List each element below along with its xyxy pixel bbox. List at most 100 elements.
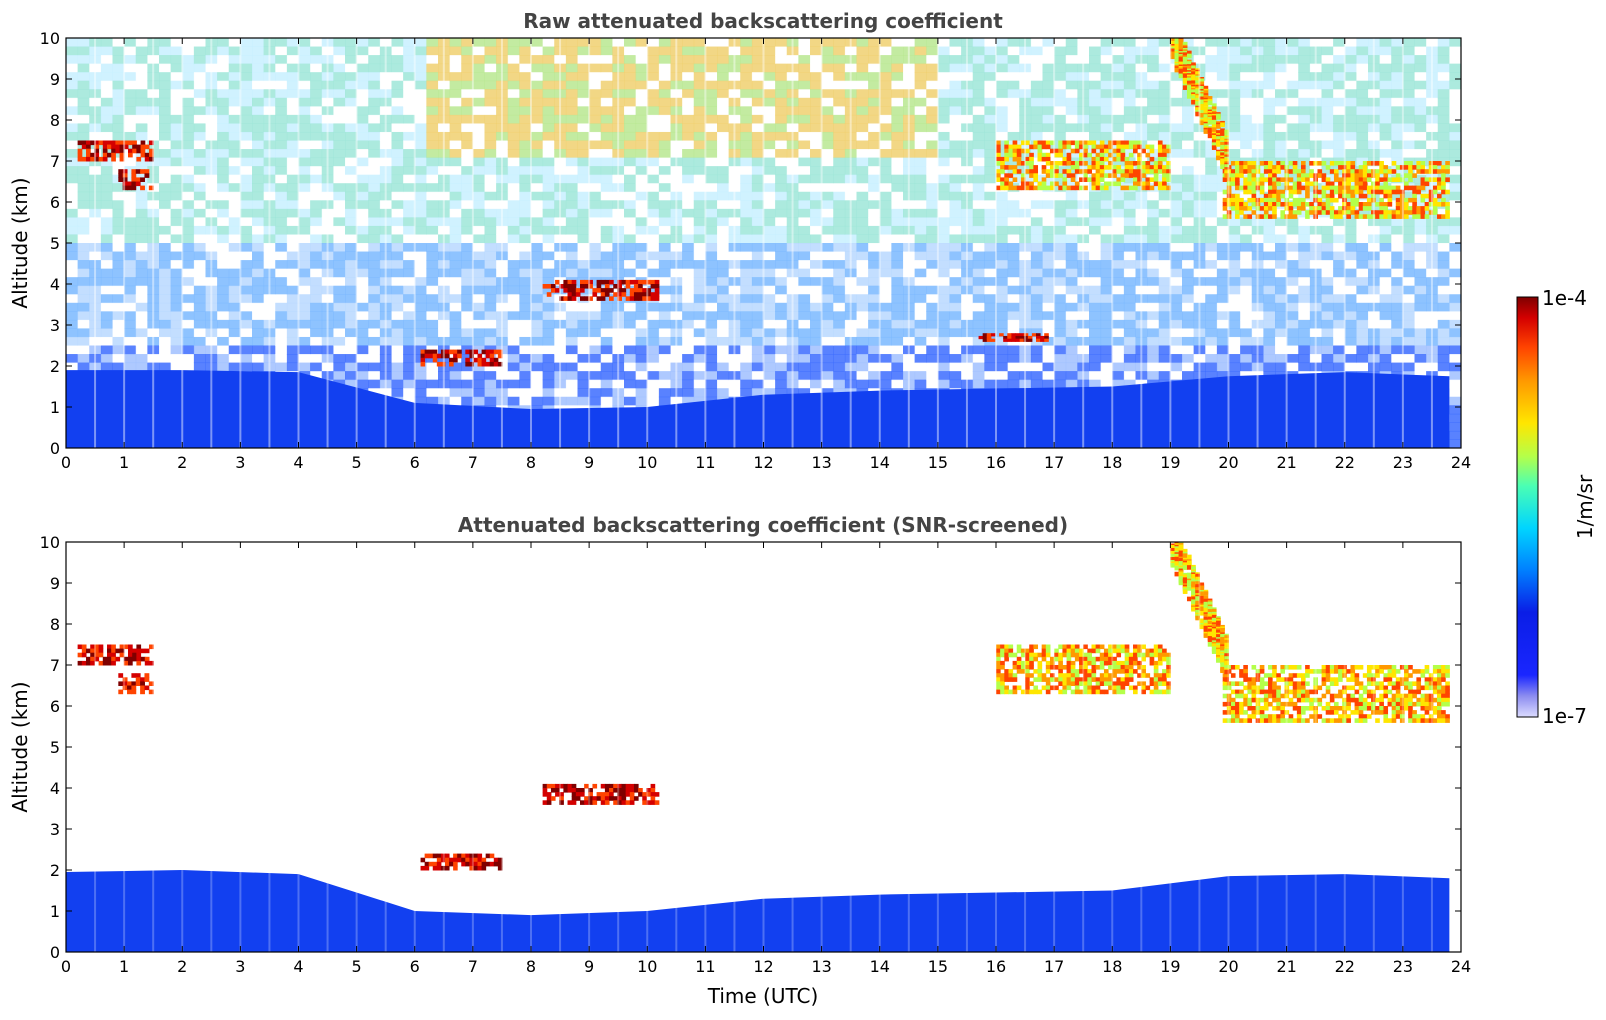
noise-cell [577,396,590,406]
noise-cell [705,379,718,389]
noise-cell [635,388,648,398]
noise-cell [170,260,183,270]
noise-cell [786,302,799,312]
noise-cell [66,260,79,270]
noise-cell [879,55,892,65]
noise-cell [798,277,811,287]
noise-cell [1228,106,1241,116]
noise-cell [124,285,137,295]
noise-cell [507,200,520,210]
noise-cell [786,106,799,116]
noise-cell [1182,328,1195,338]
noise-cell [554,149,567,159]
noise-cell [1205,285,1218,295]
noise-cell [1147,55,1160,65]
noise-cell [182,277,195,287]
noise-cell [682,362,695,372]
noise-cell [228,46,241,56]
noise-cell [693,362,706,372]
noise-cell [519,72,532,82]
noise-cell [124,72,137,82]
noise-cell [170,311,183,321]
noise-cell [77,131,90,141]
noise-cell [786,55,799,65]
noise-cell [1240,63,1253,73]
noise-cell [496,268,509,278]
noise-cell [775,123,788,133]
noise-cell [1100,362,1113,372]
noise-cell [821,345,834,355]
noise-cell [554,80,567,90]
noise-cell [1205,55,1218,65]
noise-cell [1135,336,1148,346]
noise-cell [1065,277,1078,287]
noise-cell [403,97,416,107]
noise-cell [961,362,974,372]
noise-cell [368,46,381,56]
noise-cell [717,336,730,346]
noise-cell [159,149,172,159]
noise-cell [66,123,79,133]
noise-cell [310,140,323,150]
noise-cell [565,217,578,227]
noise-cell [1228,362,1241,372]
noise-cell [414,97,427,107]
noise-cell [693,46,706,56]
noise-cell [1205,336,1218,346]
noise-cell [1147,371,1160,381]
noise-cell [531,166,544,176]
noise-cell [565,200,578,210]
noise-cell [565,260,578,270]
noise-cell [438,183,451,193]
noise-cell [891,89,904,99]
noise-cell [1205,80,1218,90]
noise-cell [321,166,334,176]
noise-cell [949,131,962,141]
noise-cell [600,388,613,398]
noise-cell [507,97,520,107]
noise-cell [891,63,904,73]
noise-cell [775,63,788,73]
noise-cell [275,285,288,295]
noise-cell [345,379,358,389]
noise-cell [1158,243,1171,253]
noise-cell [810,106,823,116]
noise-cell [414,38,427,48]
noise-cell [205,285,218,295]
noise-cell [252,336,265,346]
noise-cell [1100,208,1113,218]
noise-cell [1182,362,1195,372]
noise-cell [635,345,648,355]
noise-cell [1216,63,1229,73]
noise-cell [1065,285,1078,295]
noise-cell [565,354,578,364]
noise-cell [937,149,950,159]
noise-cell [751,302,764,312]
noise-cell [496,362,509,372]
noise-cell [310,123,323,133]
noise-cell [1170,123,1183,133]
noise-cell [77,183,90,193]
noise-cell [624,80,637,90]
noise-cell [740,319,753,329]
noise-cell [775,251,788,261]
noise-cell [647,191,660,201]
noise-cell [810,328,823,338]
noise-cell [565,106,578,116]
noise-cell [635,174,648,184]
noise-cell [345,336,358,346]
noise-cell [391,268,404,278]
noise-cell [972,149,985,159]
noise-cell [1100,174,1113,184]
noise-cell [1007,285,1020,295]
noise-cell [1089,345,1102,355]
noise-cell [159,63,172,73]
noise-cell [368,371,381,381]
noise-cell [240,114,253,124]
noise-cell [1263,114,1276,124]
noise-cell [298,260,311,270]
noise-cell [124,123,137,133]
noise-cell [135,362,148,372]
noise-cell [682,123,695,133]
noise-cell [844,131,857,141]
